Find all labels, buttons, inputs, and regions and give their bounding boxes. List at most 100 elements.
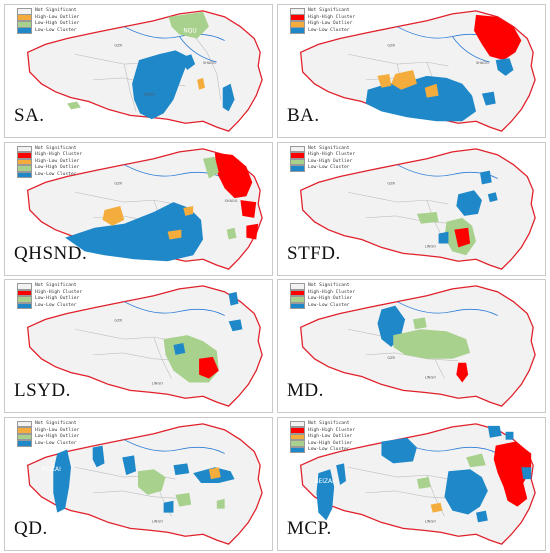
map-panel-qd: BEIZAI LINGO Not Significant High-Low Out…	[4, 416, 273, 551]
panel-label: QD.	[14, 517, 48, 539]
legend-item: High-High Cluster	[290, 14, 356, 22]
legend-item: Not Significant	[17, 7, 79, 15]
legend-label: High-High Cluster	[308, 14, 356, 20]
legend-item: High-High Cluster	[290, 152, 355, 159]
map-panel-qhsnd: GZR SHAOG Not Significant High-High Cluste…	[4, 141, 273, 276]
legend-item: High-High Cluster	[17, 289, 83, 297]
legend-label: Not Significant	[35, 145, 77, 151]
svg-text:LINGO: LINGO	[425, 244, 436, 248]
legend-label: Low-Low Cluster	[35, 171, 77, 177]
legend-item: Low-High Outlier	[17, 165, 82, 172]
map-panel-lsyd: GZR LINGO Not Significant High-High Cluste…	[4, 279, 273, 414]
legend-swatch	[290, 283, 305, 290]
legend-label: Low-Low Cluster	[308, 165, 350, 171]
legend-label: Not Significant	[308, 8, 350, 14]
legend-item: Not Significant	[290, 145, 355, 153]
svg-text:BEIZAI: BEIZAI	[314, 479, 334, 485]
legend-label: Low-High Outlier	[35, 165, 80, 171]
panel-label: STFD.	[287, 242, 341, 264]
legend-item: High-High Cluster	[17, 152, 82, 159]
legend-label: High-High Cluster	[35, 289, 83, 295]
legend-item: High-Low Outlier	[17, 14, 80, 22]
legend-label: Not Significant	[35, 283, 77, 289]
legend-label: Not Significant	[308, 145, 350, 151]
legend-swatch	[17, 420, 32, 428]
legend-swatch	[290, 20, 305, 28]
legend-item: Low-High Outlier	[290, 296, 355, 303]
legend-swatch	[290, 446, 305, 454]
panel-label: QHSND.	[14, 242, 88, 264]
map-panel-mcp: BEIZAI LINGO Not Significant High-High Cl…	[277, 416, 546, 551]
panel-label: BA.	[287, 105, 320, 126]
legend-label: High-Low Outlier	[35, 14, 80, 20]
legend-item: Low-High Outlier	[290, 158, 355, 166]
legend-label: Low-High Outlier	[308, 158, 353, 164]
legend-label: High-Low Outlier	[308, 434, 353, 440]
svg-text:GZR: GZR	[114, 43, 122, 47]
legend-swatch	[17, 165, 32, 172]
legend-label: Low-Low Cluster	[308, 447, 350, 453]
legend: Not Significant High-High Cluster Low-High…	[290, 145, 355, 172]
svg-text:GZR: GZR	[114, 181, 122, 185]
map-panel-md: GZR LINGO Not Significant High-High Cluste…	[277, 279, 546, 414]
legend: Not Significant High-High Cluster High-Low…	[17, 145, 82, 179]
svg-text:GZR: GZR	[114, 319, 122, 323]
legend-swatch	[290, 7, 305, 15]
legend-swatch	[290, 289, 305, 297]
svg-text:LINGO: LINGO	[144, 93, 155, 97]
map-panel-ba: GZR SHAOG Not Significant High-High Cluste…	[277, 4, 546, 138]
legend-swatch	[17, 289, 32, 297]
legend-label: Not Significant	[35, 421, 77, 427]
legend-swatch	[290, 152, 305, 159]
plateau-map: GZR LINGO	[299, 285, 536, 408]
legend-swatch	[17, 433, 32, 441]
legend-item: Not Significant	[290, 283, 355, 290]
legend: Not Significant High-Low Outlier Low-High …	[17, 7, 80, 35]
legend-item: Low-Low Cluster	[17, 27, 79, 35]
legend-swatch	[17, 152, 32, 159]
legend-label: Not Significant	[308, 421, 350, 427]
legend-swatch	[290, 145, 305, 153]
legend: Not Significant High-High Cluster Low-High…	[290, 283, 356, 310]
map-panel-sa: NQU GZR SHAOG LINGO Not Significant High-Lo…	[4, 4, 273, 138]
legend-label: High-High Cluster	[35, 152, 83, 158]
legend-item: Not Significant	[17, 283, 82, 290]
plateau-map: NQU GZR SHAOG LINGO	[26, 10, 263, 132]
legend-item: Low-Low Cluster	[17, 302, 82, 310]
legend-label: Low-Low Cluster	[35, 27, 77, 33]
legend: Not Significant High-High Cluster Low-High…	[17, 283, 83, 310]
legend-item: High-High Cluster	[290, 427, 355, 434]
svg-text:GZR: GZR	[387, 181, 395, 185]
legend-swatch	[17, 27, 32, 35]
legend-item: High-Low Outlier	[290, 20, 355, 28]
legend-label: High-High Cluster	[308, 152, 356, 158]
legend-swatch	[290, 302, 305, 310]
legend-label: Low-High Outlier	[308, 296, 353, 302]
svg-text:LINGO: LINGO	[152, 519, 163, 523]
legend-swatch	[290, 433, 305, 441]
plateau-map: GZR LINGO	[299, 147, 536, 270]
legend-label: Not Significant	[308, 283, 350, 289]
legend-item: Low-Low Cluster	[17, 171, 82, 179]
svg-text:GZR: GZR	[387, 43, 395, 47]
legend-label: Not Significant	[35, 8, 77, 14]
plateau-map: GZR LINGO	[26, 285, 263, 408]
legend-label: Low-Low Cluster	[35, 440, 77, 446]
svg-text:SHAOG: SHAOG	[476, 61, 489, 65]
map-label-nqu: NQU	[183, 29, 196, 35]
legend-label: High-Low Outlier	[35, 158, 80, 164]
legend: Not Significant High-High Cluster High-Low…	[290, 7, 356, 35]
svg-text:LINGO: LINGO	[425, 519, 436, 523]
legend-label: High-High Cluster	[308, 289, 356, 295]
plateau-map: GZR SHAOG	[299, 10, 536, 132]
legend-label: Low-Low Cluster	[308, 27, 350, 33]
legend-label: Low-High Outlier	[35, 296, 80, 302]
legend-item: Not Significant	[290, 7, 355, 15]
svg-text:LINGO: LINGO	[152, 382, 163, 386]
legend-swatch	[290, 27, 305, 35]
legend-item: Low-Low Cluster	[290, 27, 355, 35]
legend-label: High-High Cluster	[308, 427, 356, 433]
legend-label: Low-High Outlier	[35, 21, 80, 27]
legend-item: Low-Low Cluster	[290, 302, 355, 310]
legend-label: High-Low Outlier	[35, 427, 80, 433]
